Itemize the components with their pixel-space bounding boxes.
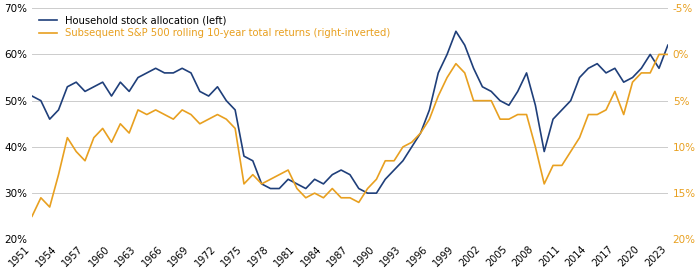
Household stock allocation (left) xyxy=(169,71,178,75)
Household stock allocation (left) xyxy=(240,155,248,158)
Household stock allocation (left) xyxy=(664,43,672,47)
Subsequent S&P 500 rolling 10-year total returns (right-inverted) xyxy=(575,136,584,139)
Subsequent S&P 500 rolling 10-year total returns (right-inverted) xyxy=(602,108,610,112)
Household stock allocation (left) xyxy=(452,30,460,33)
Subsequent S&P 500 rolling 10-year total returns (right-inverted) xyxy=(558,164,566,167)
Subsequent S&P 500 rolling 10-year total returns (right-inverted) xyxy=(240,182,248,186)
Line: Household stock allocation (left): Household stock allocation (left) xyxy=(32,31,668,193)
Household stock allocation (left) xyxy=(346,173,354,176)
Subsequent S&P 500 rolling 10-year total returns (right-inverted) xyxy=(346,196,354,199)
Household stock allocation (left) xyxy=(620,81,628,84)
Household stock allocation (left) xyxy=(363,192,372,195)
Subsequent S&P 500 rolling 10-year total returns (right-inverted) xyxy=(664,53,672,56)
Subsequent S&P 500 rolling 10-year total returns (right-inverted) xyxy=(28,215,36,218)
Household stock allocation (left) xyxy=(575,76,584,79)
Subsequent S&P 500 rolling 10-year total returns (right-inverted) xyxy=(654,53,663,56)
Household stock allocation (left) xyxy=(593,62,601,65)
Subsequent S&P 500 rolling 10-year total returns (right-inverted) xyxy=(169,117,178,121)
Legend: Household stock allocation (left), Subsequent S&P 500 rolling 10-year total retu: Household stock allocation (left), Subse… xyxy=(37,13,392,40)
Line: Subsequent S&P 500 rolling 10-year total returns (right-inverted): Subsequent S&P 500 rolling 10-year total… xyxy=(32,54,668,216)
Household stock allocation (left) xyxy=(28,94,36,98)
